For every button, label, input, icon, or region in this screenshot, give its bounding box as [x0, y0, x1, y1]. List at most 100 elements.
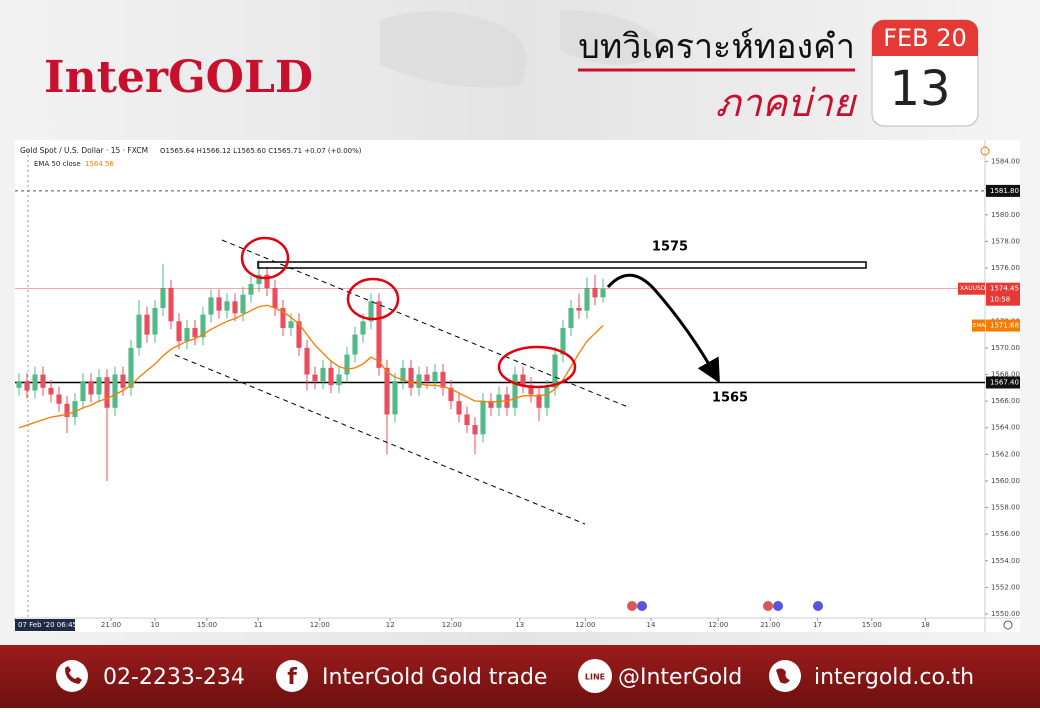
candle-body	[24, 381, 30, 391]
info-icon[interactable]	[980, 146, 990, 156]
candle-body	[488, 401, 494, 408]
facebook-icon	[276, 660, 308, 692]
channel-line	[221, 239, 629, 408]
candle-body	[304, 347, 310, 375]
highlight-circle	[497, 345, 577, 389]
candle-body	[128, 347, 134, 388]
footer-website: intergold.co.th	[814, 665, 974, 690]
ema-label: EMA 50 close	[34, 160, 81, 168]
candle-body	[96, 377, 102, 395]
candle-body	[384, 367, 390, 415]
highlight-circle	[346, 277, 400, 321]
x-tick-label: 15:00	[197, 621, 217, 629]
x-tick-label: 12:00	[575, 621, 595, 629]
candle-body	[184, 327, 190, 342]
candle-body	[112, 374, 118, 408]
x-cursor-box	[15, 619, 75, 631]
candle-body	[80, 381, 86, 402]
last-price-symbol-box	[958, 282, 985, 295]
phone-glyph	[65, 666, 82, 684]
candle-body	[576, 307, 582, 311]
x-tick-label: 18	[921, 621, 930, 629]
event-icon[interactable]	[773, 601, 783, 611]
candle-body	[408, 367, 414, 388]
forecast-arrow	[606, 273, 720, 384]
candle-body	[72, 401, 78, 418]
y-tick-label: 1560.00	[991, 477, 1020, 485]
ema-name: EMA	[973, 323, 985, 329]
candle-body	[256, 274, 262, 285]
candle-body	[600, 288, 606, 298]
candle-body	[552, 354, 558, 388]
candle-body	[144, 314, 150, 335]
highlight-circle	[240, 236, 290, 280]
event-icon[interactable]	[813, 601, 823, 611]
x-tick-label: 15:00	[862, 621, 882, 629]
y-tick-label: 1566.00	[991, 397, 1020, 405]
candle-body	[448, 387, 454, 402]
candle-body	[568, 307, 574, 328]
footer-phone: 02-2233-234	[103, 665, 245, 690]
plot	[15, 190, 985, 481]
phone-icon	[56, 660, 88, 692]
x-tick-label: 10	[151, 621, 160, 629]
candle-body	[400, 367, 406, 382]
candle-body	[544, 387, 550, 408]
candle-body	[416, 374, 422, 388]
candle-body	[424, 374, 430, 382]
candle-body	[440, 371, 446, 388]
x-tick-label: 12:00	[708, 621, 728, 629]
candle-body	[584, 288, 590, 311]
footer-contacts: 02-2233-234 f InterGold Gold trade LINE …	[56, 659, 974, 693]
candle-body	[32, 374, 38, 391]
calendar-top	[872, 20, 978, 56]
event-icon[interactable]	[763, 601, 773, 611]
x-tick-label: 21:00	[760, 621, 780, 629]
x-tick-label: 11	[254, 621, 263, 629]
candle-body	[432, 371, 438, 382]
y-tick-label: 1562.00	[991, 450, 1020, 458]
footer-facebook: InterGold Gold trade	[322, 665, 547, 690]
candle-body	[264, 274, 270, 289]
level-label: 1581.80	[990, 187, 1019, 195]
ema-price-label: 1571.68	[990, 322, 1019, 330]
globe-glyph	[776, 668, 790, 684]
candle-body	[512, 374, 518, 408]
x-tick-label: 14	[647, 621, 656, 629]
candle-body	[464, 414, 470, 426]
candle-body	[40, 374, 46, 388]
event-icon[interactable]	[637, 601, 647, 611]
x-tick-label: 17	[813, 621, 822, 629]
candle-body	[48, 387, 54, 395]
candle-body	[216, 297, 222, 311]
last-price-label: 1574.45	[990, 285, 1019, 293]
candle-body	[592, 288, 598, 298]
y-tick-label: 1564.00	[991, 424, 1020, 432]
candle-body	[120, 374, 126, 388]
level-label: 1567.40	[990, 378, 1019, 386]
candle-body	[208, 297, 214, 315]
candle-body	[272, 288, 278, 308]
x-tick-label: 13	[515, 621, 524, 629]
candle-body	[168, 288, 174, 322]
y-tick-label: 1570.00	[991, 344, 1020, 352]
line-glyph: LINE	[585, 673, 605, 682]
x-tick-label: 07 Feb '20 06:45	[18, 621, 77, 629]
candle-body	[136, 314, 142, 348]
annotation: 1565	[712, 391, 748, 406]
candle-body	[56, 394, 62, 404]
candle-body	[392, 381, 398, 415]
countdown-label: 10:58	[990, 296, 1010, 304]
candle-body	[472, 425, 478, 435]
candle-body	[232, 301, 238, 314]
candle-body	[248, 284, 254, 295]
candle-body	[336, 374, 342, 386]
event-icon[interactable]	[627, 601, 637, 611]
settings-icon[interactable]	[1003, 620, 1013, 630]
calendar-icon: FEB 20 13	[871, 19, 979, 127]
x-tick-label: 12:00	[310, 621, 330, 629]
resistance-box	[257, 261, 867, 269]
calendar-day: 13	[889, 61, 950, 117]
x-tick-label: 12	[386, 621, 395, 629]
